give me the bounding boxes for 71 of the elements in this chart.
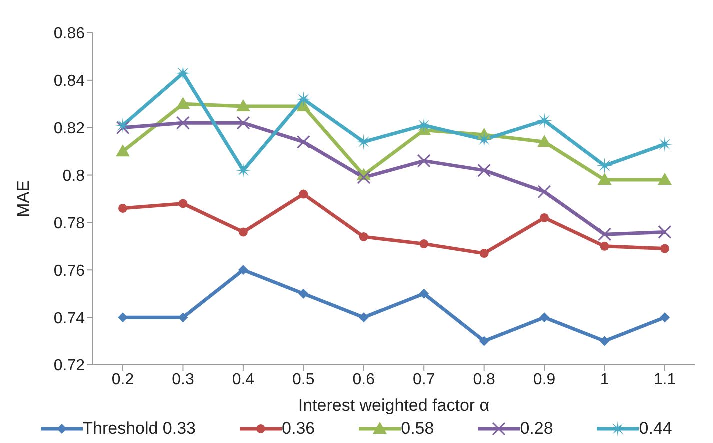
y-axis-title: MAE bbox=[14, 180, 34, 218]
point bbox=[479, 336, 490, 346]
x-tick-label: 0.7 bbox=[412, 371, 436, 388]
y-tick-label: 0.72 bbox=[54, 358, 86, 375]
point bbox=[235, 162, 252, 179]
x-tick-label: 1.1 bbox=[654, 371, 676, 388]
y-tick-label: 0.86 bbox=[54, 26, 86, 43]
point bbox=[540, 312, 550, 323]
point bbox=[178, 312, 188, 323]
point bbox=[480, 249, 489, 258]
legend-label: Threshold 0.33 bbox=[82, 419, 196, 439]
legend-label: 0.58 bbox=[401, 419, 434, 439]
point bbox=[417, 154, 431, 168]
x-tick-label: 0.2 bbox=[112, 371, 134, 388]
point bbox=[118, 204, 128, 213]
x-tick-label: 0.3 bbox=[172, 371, 194, 388]
x-axis-title: Interest weighted factor α bbox=[298, 396, 490, 415]
point bbox=[657, 136, 673, 152]
x-tick-label: 1 bbox=[600, 371, 610, 388]
y-tick-label: 0.82 bbox=[54, 120, 86, 138]
x-tick-label: 0.8 bbox=[473, 371, 496, 388]
point bbox=[598, 173, 612, 186]
point bbox=[600, 242, 610, 251]
x-tick-label: 0.6 bbox=[352, 371, 376, 388]
x-tick-label: 0.9 bbox=[533, 371, 556, 388]
point bbox=[238, 228, 248, 237]
point bbox=[178, 199, 188, 208]
point bbox=[357, 170, 371, 184]
point bbox=[538, 185, 552, 199]
point bbox=[660, 244, 670, 254]
point bbox=[658, 225, 672, 239]
y-tick-label: 0.74 bbox=[54, 310, 86, 328]
point bbox=[238, 265, 248, 276]
point bbox=[416, 117, 432, 134]
point bbox=[476, 132, 492, 148]
y-tick-label: 0.8 bbox=[62, 168, 86, 185]
point bbox=[420, 240, 429, 249]
point bbox=[540, 213, 550, 222]
point bbox=[356, 134, 372, 150]
point bbox=[536, 112, 553, 129]
point bbox=[658, 173, 672, 186]
point bbox=[359, 232, 368, 242]
y-tick-label: 0.76 bbox=[54, 262, 86, 280]
point bbox=[296, 100, 311, 112]
x-tick-label: 0.4 bbox=[232, 371, 255, 388]
point bbox=[660, 312, 670, 323]
point bbox=[299, 190, 308, 199]
point bbox=[358, 312, 369, 323]
point bbox=[176, 116, 190, 130]
point bbox=[118, 312, 128, 323]
legend-label: 0.36 bbox=[282, 419, 316, 439]
point bbox=[598, 228, 612, 242]
x-tick-label: 0.5 bbox=[292, 371, 315, 388]
point bbox=[600, 336, 610, 346]
point bbox=[296, 135, 310, 149]
y-tick-label: 0.84 bbox=[54, 73, 86, 90]
point bbox=[298, 288, 309, 299]
legend-label: 0.44 bbox=[639, 419, 672, 439]
point bbox=[116, 121, 130, 135]
point bbox=[236, 116, 250, 130]
legend-label: 0.28 bbox=[520, 419, 554, 439]
point bbox=[175, 65, 192, 82]
point bbox=[296, 91, 312, 108]
point bbox=[116, 144, 130, 157]
y-tick-label: 0.78 bbox=[54, 215, 86, 232]
point bbox=[176, 97, 190, 110]
point bbox=[419, 288, 430, 299]
point bbox=[115, 117, 131, 134]
point bbox=[478, 164, 492, 178]
point bbox=[596, 158, 613, 174]
point bbox=[236, 100, 250, 112]
